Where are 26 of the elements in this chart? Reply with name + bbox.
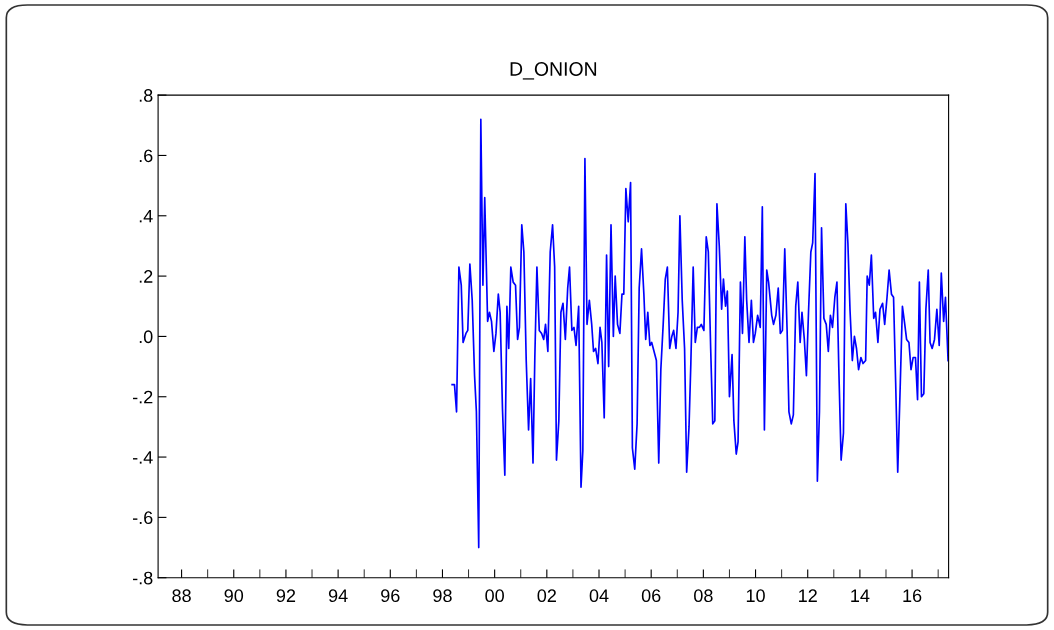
y-tick-label: -.8 <box>132 571 153 585</box>
x-tick-label: 14 <box>851 589 870 602</box>
x-tick-label: 12 <box>799 589 817 602</box>
y-tick-label: .6 <box>139 149 153 163</box>
x-tick-label: 96 <box>381 589 400 603</box>
x-tick-label: 92 <box>276 589 296 603</box>
y-tick-label: .4 <box>139 209 153 223</box>
x-tick-label: 00 <box>485 589 504 603</box>
x-tick-label: 04 <box>589 589 609 603</box>
y-tick-label: .8 <box>139 89 153 102</box>
line-series <box>451 118 949 549</box>
chart-title: D_ONION <box>510 62 597 80</box>
x-tick-label: 90 <box>224 589 244 603</box>
x-tick-label: 16 <box>903 589 922 603</box>
y-tick-label: .0 <box>139 330 153 344</box>
x-tick-label: 02 <box>537 589 556 603</box>
x-tick-label: 98 <box>433 589 452 603</box>
x-tick-label: 08 <box>694 589 713 603</box>
y-tick-label: -.2 <box>132 390 153 404</box>
y-tick-label: -.6 <box>132 511 153 525</box>
x-tick-label: 88 <box>172 589 191 603</box>
x-tick-label: 10 <box>746 589 765 603</box>
y-tick-label: -.4 <box>132 451 153 464</box>
x-tick-label: 94 <box>328 589 348 603</box>
y-tick-label: .2 <box>139 270 153 283</box>
x-tick-label: 06 <box>641 589 661 603</box>
